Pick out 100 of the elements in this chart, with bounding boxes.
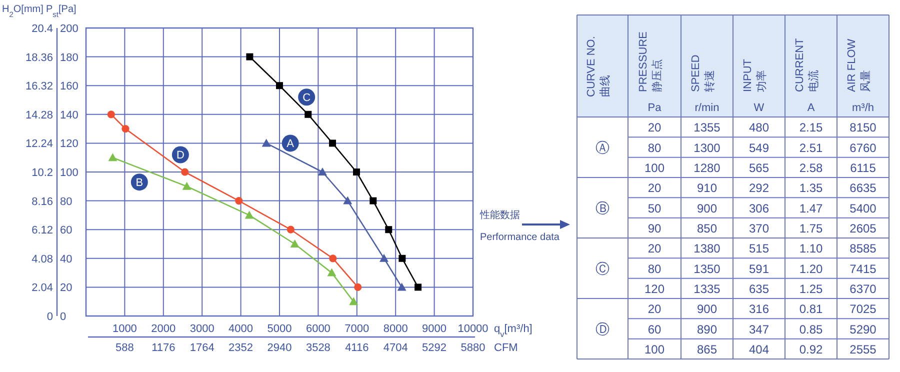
category-label: CURVE NO. <box>586 36 598 97</box>
point <box>385 226 392 234</box>
text: 7025 <box>850 302 876 316</box>
category-label: Ⓐ <box>596 139 610 156</box>
text: 890 <box>696 322 718 336</box>
text: 900 <box>696 201 718 216</box>
text: 347 <box>748 322 770 336</box>
y-tick-label: 20 <box>60 282 72 294</box>
point <box>329 254 337 262</box>
text: 1355 <box>694 120 720 135</box>
text: 6115 <box>850 160 876 175</box>
annotation: A <box>286 138 295 150</box>
y2-tick-label: 18.36 <box>25 52 53 64</box>
x-tick-label: 8000 <box>383 323 408 335</box>
x2-tick-label: 3528 <box>306 342 330 354</box>
text: 1350 <box>694 262 720 276</box>
text: 90 <box>648 221 662 236</box>
text: 100 <box>644 160 665 175</box>
text: 635 <box>748 282 770 296</box>
category-label: SPEED <box>690 54 702 92</box>
y-tick-label: 40 <box>60 253 72 266</box>
text: 2.58 <box>799 160 823 175</box>
text: 480 <box>748 120 770 135</box>
category-label: Ⓓ <box>596 320 610 337</box>
point <box>276 82 283 90</box>
y-tick-label: 180 <box>60 52 78 64</box>
x2-tick-label: 588 <box>116 342 134 354</box>
text: 性能数据 <box>479 209 520 221</box>
text: 2.15 <box>799 120 823 135</box>
point <box>235 197 243 205</box>
x2-tick-label: 5292 <box>422 342 447 354</box>
text: 50 <box>648 201 662 216</box>
point <box>349 297 358 306</box>
text: 100 <box>644 342 665 356</box>
text: 20 <box>648 242 662 256</box>
text: 0.81 <box>799 302 823 316</box>
point <box>397 282 406 291</box>
y2-tick-label: 14.28 <box>25 109 53 122</box>
text: 1.35 <box>799 181 823 196</box>
text: 1380 <box>694 242 720 256</box>
y2-tick-label: 6.12 <box>32 224 53 237</box>
text: 591 <box>748 262 770 276</box>
point <box>414 284 422 291</box>
text: 1300 <box>694 140 720 155</box>
text: 5400 <box>850 201 876 216</box>
category-label: W <box>754 102 764 114</box>
x-tick-label: 6000 <box>306 323 330 335</box>
category-label: 转速 <box>704 70 716 92</box>
text: 120 <box>644 282 665 296</box>
y2-tick-label: 20.4 <box>32 23 53 35</box>
point <box>304 110 312 118</box>
point <box>107 110 115 118</box>
point <box>327 268 336 276</box>
text: 865 <box>696 342 718 356</box>
text: 1.47 <box>799 201 823 216</box>
text: 910 <box>696 181 718 196</box>
point <box>354 283 362 291</box>
point <box>122 125 130 133</box>
text: 0.85 <box>799 322 823 336</box>
text: 292 <box>748 181 770 196</box>
text: 20 <box>648 120 662 135</box>
text: 20 <box>648 181 662 196</box>
text: 316 <box>748 302 770 316</box>
point <box>290 240 300 248</box>
text: 2.51 <box>799 140 823 155</box>
point <box>286 226 295 234</box>
text: 1.20 <box>799 262 823 276</box>
x2-tick-label: 4704 <box>383 342 408 354</box>
point <box>353 168 360 176</box>
text: 8150 <box>850 120 876 135</box>
x2-tick-label: 1176 <box>152 342 176 354</box>
text: 1.75 <box>799 221 823 236</box>
text: 1280 <box>694 160 720 175</box>
category-label: 静压点 <box>652 59 664 92</box>
category-label: Ⓑ <box>596 200 610 216</box>
text: 306 <box>748 201 770 216</box>
text: 0.92 <box>799 342 823 356</box>
category-label: 曲线 <box>600 75 612 97</box>
x-tick-label: 9000 <box>422 323 447 335</box>
text: 1.10 <box>799 242 823 256</box>
point <box>370 197 377 204</box>
text: Performance data <box>480 232 560 243</box>
text: 515 <box>748 242 770 256</box>
x-tick-label: 1000 <box>112 323 137 335</box>
point <box>182 182 192 190</box>
text: 1335 <box>694 282 720 296</box>
x-tick-label: 2000 <box>151 323 176 335</box>
y-axis-title: P$_{st}$[Pa] <box>46 4 77 18</box>
category-label: PRESSURE <box>638 31 650 92</box>
category-label: Pa <box>648 102 662 114</box>
x-tick-label: 7000 <box>344 323 370 335</box>
point <box>318 168 327 176</box>
text: 2605 <box>850 221 876 236</box>
text: 900 <box>696 302 718 316</box>
text: 7415 <box>850 262 876 276</box>
category-label: CURRENT <box>794 38 806 92</box>
text: 404 <box>748 342 770 356</box>
x2-tick-label: 1764 <box>190 342 214 354</box>
text: 60 <box>648 322 662 336</box>
category-label: r/min <box>694 102 720 114</box>
